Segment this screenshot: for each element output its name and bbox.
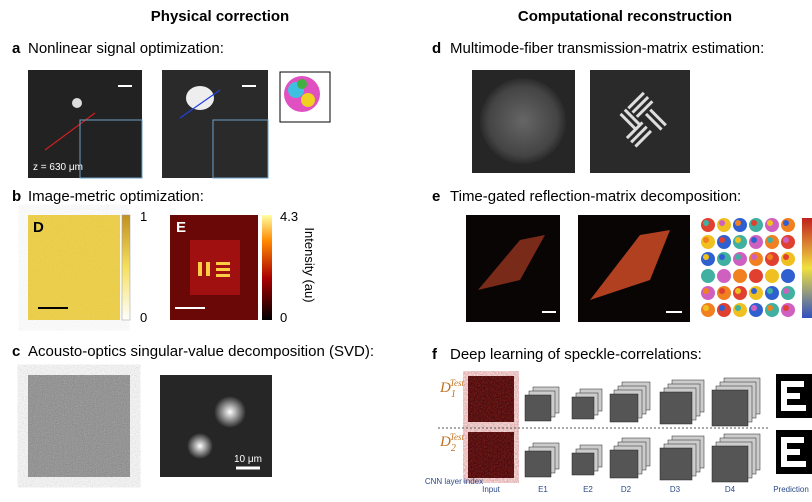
colorbar-min: 0 <box>280 310 287 325</box>
header: Physical correction <box>151 8 289 25</box>
panel-letter: a <box>12 40 21 57</box>
annotation: z = 630 μm <box>33 162 83 173</box>
column-label: Input <box>482 485 501 494</box>
panel-title: Multimode-fiber transmission-matrix esti… <box>450 40 764 57</box>
mode <box>703 288 709 294</box>
feature-map <box>572 453 594 475</box>
feature-map <box>712 390 748 426</box>
image <box>472 70 690 173</box>
colorbar-label: Intensity (au) <box>302 227 317 302</box>
mode <box>735 288 741 294</box>
column-label: D4 <box>725 485 736 494</box>
mode <box>751 254 757 260</box>
image-label: D <box>33 219 44 236</box>
panel-title: Time-gated reflection-matrix decompositi… <box>450 188 741 205</box>
mode <box>783 254 789 260</box>
column-label: CNN layer index <box>425 477 483 486</box>
column-label: D2 <box>621 485 632 494</box>
mode <box>703 254 709 260</box>
colorbar-min: 0 <box>140 310 147 325</box>
mode <box>783 305 789 311</box>
mode <box>767 254 773 260</box>
colorbar-max: 1 <box>140 209 147 224</box>
feature-map <box>610 394 638 422</box>
panel-title: Acousto-optics singular-value decomposit… <box>28 343 374 360</box>
mode <box>783 288 789 294</box>
panel-letter: d <box>432 40 441 57</box>
scale-label: 10 μm <box>234 454 262 465</box>
mode <box>767 305 773 311</box>
mode <box>751 220 757 226</box>
mode <box>767 271 773 277</box>
mode <box>703 271 709 277</box>
mode <box>735 237 741 243</box>
panel-letter: b <box>12 188 21 205</box>
mode <box>735 254 741 260</box>
feature-map <box>712 446 748 482</box>
mode <box>735 305 741 311</box>
input-image <box>468 376 514 422</box>
mode <box>703 305 709 311</box>
mode <box>719 237 725 243</box>
mode <box>719 254 725 260</box>
mode <box>751 305 757 311</box>
mode <box>735 271 741 277</box>
mode-grid <box>701 218 795 317</box>
mode <box>719 271 725 277</box>
panel-title: Nonlinear signal optimization: <box>28 40 224 57</box>
mode <box>783 237 789 243</box>
feature-map <box>525 451 551 477</box>
colorbar-max: 4.3 <box>280 209 298 224</box>
column-label: D3 <box>670 485 681 494</box>
mode <box>783 220 789 226</box>
feature-map <box>660 448 692 480</box>
image <box>28 215 272 320</box>
mode <box>719 305 725 311</box>
panel-letter: f <box>432 346 438 363</box>
mode <box>703 220 709 226</box>
column-label: Prediction <box>773 485 809 494</box>
figure: Physical correction Computational recons… <box>0 0 812 502</box>
mode <box>719 288 725 294</box>
mode <box>703 237 709 243</box>
feature-map <box>660 392 692 424</box>
mode <box>767 288 773 294</box>
panel-title: Image-metric optimization: <box>28 188 204 205</box>
mode <box>751 237 757 243</box>
mode <box>751 288 757 294</box>
panel-letter: c <box>12 343 20 360</box>
column-label: E2 <box>583 485 593 494</box>
panel-letter: e <box>432 188 440 205</box>
feature-map <box>572 397 594 419</box>
feature-map <box>610 450 638 478</box>
mode <box>735 220 741 226</box>
feature-map <box>525 395 551 421</box>
panel-title: Deep learning of speckle-correlations: <box>450 346 702 363</box>
image-label: E <box>176 219 186 236</box>
row-label: D1Test <box>439 378 465 400</box>
mode <box>751 271 757 277</box>
input-image <box>468 432 514 478</box>
mode <box>767 237 773 243</box>
mode <box>783 271 789 277</box>
mode <box>719 220 725 226</box>
mode <box>767 220 773 226</box>
column-label: E1 <box>538 485 548 494</box>
header: Computational reconstruction <box>518 8 732 25</box>
row-label: D2Test <box>439 432 465 454</box>
